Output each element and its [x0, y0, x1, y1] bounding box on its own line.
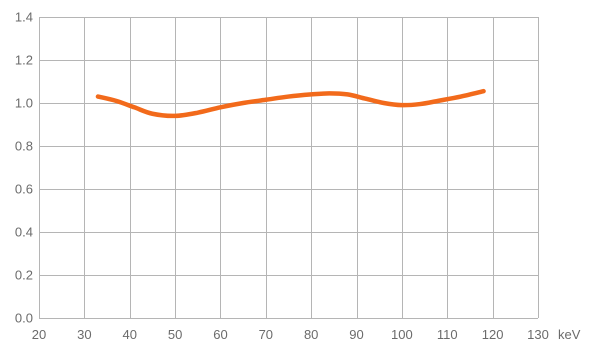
- x-tick-label: 80: [304, 327, 318, 342]
- x-tick-label: 40: [122, 327, 136, 342]
- x-tick-label: 60: [213, 327, 227, 342]
- x-tick-label: 20: [32, 327, 46, 342]
- x-tick-label: 70: [259, 327, 273, 342]
- y-tick-label: 0.8: [15, 139, 33, 154]
- y-tick-label: 1.4: [15, 10, 33, 25]
- x-tick-label: 120: [482, 327, 504, 342]
- x-tick-label: 30: [77, 327, 91, 342]
- y-tick-label: 1.2: [15, 53, 33, 68]
- y-tick-label: 0.0: [15, 311, 33, 326]
- x-tick-label: 90: [349, 327, 363, 342]
- y-tick-label: 1.0: [15, 96, 33, 111]
- series-line-0: [95, 88, 486, 119]
- horizontal-gridlines: [39, 17, 538, 319]
- vertical-gridlines: [39, 17, 539, 318]
- y-tick-label: 0.4: [15, 225, 33, 240]
- y-tick-label: 0.2: [15, 268, 33, 283]
- x-tick-label: 50: [168, 327, 182, 342]
- x-axis-tick-labels: 20 30 40 50 60 70 80 90 100 110 120 130: [32, 327, 549, 342]
- y-axis-tick-labels: 0.0 0.2 0.4 0.6 0.8 1.0 1.2 1.4: [15, 10, 33, 326]
- x-tick-label: 130: [527, 327, 549, 342]
- x-tick-label: 100: [391, 327, 413, 342]
- x-tick-label: 110: [437, 327, 458, 342]
- x-axis-unit-label: keV: [558, 327, 581, 342]
- y-tick-label: 0.6: [15, 182, 33, 197]
- series-layer: [95, 88, 486, 119]
